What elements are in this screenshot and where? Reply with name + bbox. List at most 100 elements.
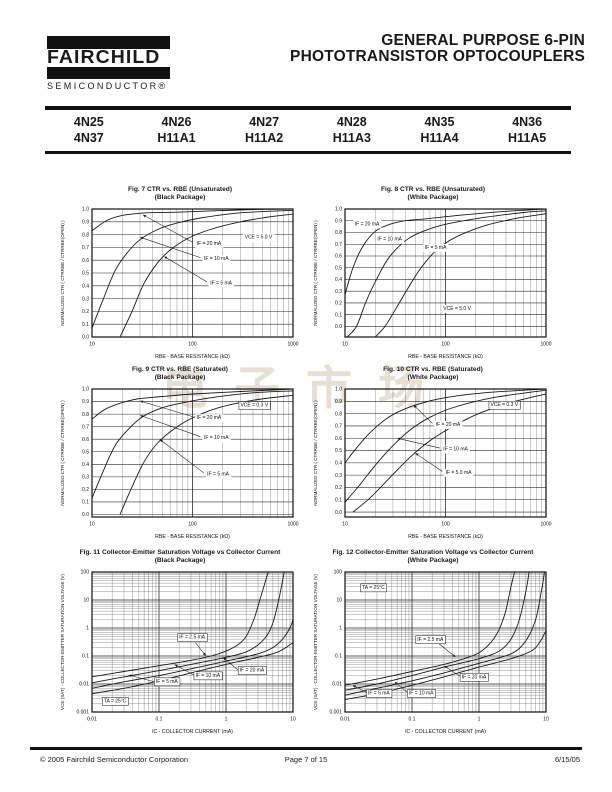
svg-text:IF = 10 mA: IF = 10 mA [204, 256, 229, 262]
svg-text:0.2: 0.2 [82, 487, 89, 493]
figure-9-chart: 10 100 1000 1.0 0.9 0.8 0.7 0.6 0.5 0.4 0.3 0.2 0.1 0… [60, 387, 299, 540]
svg-text:IF = 10 mA: IF = 10 mA [195, 673, 220, 679]
svg-text:IF = 20 mA: IF = 20 mA [436, 422, 461, 428]
svg-text:0.001: 0.001 [76, 710, 89, 716]
svg-text:10: 10 [89, 342, 95, 348]
svg-text:0.6: 0.6 [335, 436, 342, 442]
part-number-4n36: 4N36 [512, 115, 543, 129]
svg-text:1000: 1000 [540, 522, 551, 528]
svg-text:0.1: 0.1 [409, 717, 416, 723]
svg-text:IF = 20 mA: IF = 20 mA [197, 241, 222, 247]
svg-text:0.1: 0.1 [335, 497, 342, 503]
svg-text:1: 1 [86, 626, 89, 632]
svg-text:0.4: 0.4 [335, 277, 342, 283]
svg-text:IF = 5 mA: IF = 5 mA [368, 691, 390, 697]
svg-text:IC - COLLECTOR CURRENT (mA): IC - COLLECTOR CURRENT (mA) [405, 729, 486, 735]
svg-text:100: 100 [81, 570, 90, 576]
svg-text:0.3: 0.3 [82, 296, 89, 302]
figure-8-title: Fig. 8 CTR vs. RBE (Unsaturated) [380, 186, 486, 193]
figure-8-chart: 10 100 1000 1.0 0.9 0.8 0.7 0.6 0.5 0.4 0.3 0.2 0.1 0… [313, 207, 552, 360]
part-number-h11a1: H11A1 [157, 131, 196, 145]
figure-12: Fig. 12 Collector-Emitter Saturation Vol… [308, 549, 558, 742]
svg-text:0.5: 0.5 [82, 271, 89, 277]
svg-text:IF = 10 mA: IF = 10 mA [409, 691, 434, 697]
svg-text:IF = 10 mA: IF = 10 mA [377, 237, 402, 243]
figure-12-subtitle: (White Package) [407, 557, 459, 564]
svg-text:0.1: 0.1 [335, 654, 342, 660]
svg-text:10: 10 [290, 717, 296, 723]
svg-text:0.7: 0.7 [335, 242, 342, 248]
svg-text:0.7: 0.7 [335, 424, 342, 430]
figure-7: Fig. 7 CTR vs. RBE (Unsaturated) (Black … [55, 186, 305, 367]
svg-text:VCE (SAT) - COLLECTOR-EMITTER: VCE (SAT) - COLLECTOR-EMITTER SATURATION… [313, 574, 318, 711]
part-number-4n35: 4N35 [424, 115, 455, 129]
svg-text:10: 10 [342, 522, 348, 528]
footer-copyright: © 2005 Fairchild Semiconductor Corporati… [40, 755, 189, 764]
svg-text:0.01: 0.01 [340, 717, 350, 723]
svg-text:0.5: 0.5 [335, 265, 342, 271]
svg-text:0.5: 0.5 [82, 449, 89, 455]
svg-text:0.8: 0.8 [335, 411, 342, 417]
part-number-4n37: 4N37 [73, 131, 104, 145]
footer-page-number: Page 7 of 15 [284, 755, 328, 764]
figure-11: Fig. 11 Collector-Emitter Saturation Vol… [55, 549, 305, 742]
part-number-h11a2: H11A2 [245, 131, 284, 145]
svg-text:VCE = 5.0 V: VCE = 5.0 V [245, 234, 273, 240]
svg-text:IC - COLLECTOR CURRENT (mA): IC - COLLECTOR CURRENT (mA) [152, 729, 233, 735]
svg-text:VCE = 0.3 V: VCE = 0.3 V [490, 402, 518, 408]
figure-9: Fig. 9 CTR vs. RBE (Saturated) (Black Pa… [55, 366, 305, 547]
part-number-4n26: 4N26 [161, 115, 192, 129]
part-number-h11a3: H11A3 [332, 131, 371, 145]
svg-text:0.2: 0.2 [335, 485, 342, 491]
svg-text:0.9: 0.9 [335, 399, 342, 405]
svg-text:0.6: 0.6 [82, 258, 89, 264]
svg-text:100: 100 [188, 342, 197, 348]
part-number-h11a5: H11A5 [508, 131, 547, 145]
svg-text:RBE - BASE RESISTANCE (kΩ): RBE - BASE RESISTANCE (kΩ) [155, 354, 230, 360]
svg-text:0.4: 0.4 [82, 284, 89, 290]
svg-text:0.0: 0.0 [335, 324, 342, 330]
svg-text:NORMALIZED CTR ( CTRRBE / CTRR: NORMALIZED CTR ( CTRRBE / CTRRBE(OPEN) ) [60, 400, 65, 506]
figure-9-title: Fig. 9 CTR vs. RBE (Saturated) [132, 366, 228, 373]
part-number-4n28: 4N28 [336, 115, 367, 129]
svg-text:0.6: 0.6 [335, 254, 342, 260]
svg-text:0.2: 0.2 [335, 301, 342, 307]
svg-text:0.1: 0.1 [82, 654, 89, 660]
svg-text:0.5: 0.5 [335, 448, 342, 454]
svg-text:IF = 20 mA: IF = 20 mA [197, 415, 222, 421]
svg-text:100: 100 [334, 570, 343, 576]
svg-text:0.4: 0.4 [335, 461, 342, 467]
part-number-4n27: 4N27 [249, 115, 280, 129]
svg-text:1.0: 1.0 [335, 207, 342, 213]
svg-text:IF = 5 mA: IF = 5 mA [156, 679, 178, 685]
svg-text:RBE - BASE RESISTANCE (kΩ): RBE - BASE RESISTANCE (kΩ) [408, 534, 483, 540]
svg-text:1.0: 1.0 [82, 387, 89, 393]
svg-text:10: 10 [543, 717, 549, 723]
part-number-h11a4: H11A4 [420, 131, 459, 145]
fairchild-logo: FAIRCHILD SEMICONDUCTOR® [47, 36, 170, 91]
svg-text:IF = 20 mA: IF = 20 mA [462, 674, 487, 680]
svg-text:TA = 25°C: TA = 25°C [104, 698, 127, 704]
svg-text:0.01: 0.01 [79, 682, 89, 688]
svg-text:IF = 10 mA: IF = 10 mA [204, 435, 229, 441]
svg-text:0.8: 0.8 [82, 232, 89, 238]
svg-text:VCE = 5.0 V: VCE = 5.0 V [443, 306, 471, 312]
figure-7-subtitle: (Black Package) [154, 194, 206, 201]
svg-text:0.1: 0.1 [82, 322, 89, 328]
footer-rule: © 2005 Fairchild Semiconductor Corporati… [30, 747, 582, 764]
svg-text:0.7: 0.7 [82, 424, 89, 430]
svg-text:0.0: 0.0 [82, 335, 89, 341]
svg-text:100: 100 [188, 522, 197, 528]
svg-text:10: 10 [342, 342, 348, 348]
svg-text:0.0: 0.0 [82, 512, 89, 518]
svg-text:1: 1 [339, 626, 342, 632]
svg-text:100: 100 [441, 522, 450, 528]
svg-text:100: 100 [441, 342, 450, 348]
svg-text:0.001: 0.001 [329, 710, 342, 716]
svg-text:1000: 1000 [287, 522, 298, 528]
svg-text:1: 1 [478, 717, 481, 723]
svg-text:0.2: 0.2 [82, 309, 89, 315]
svg-text:10: 10 [83, 598, 89, 604]
